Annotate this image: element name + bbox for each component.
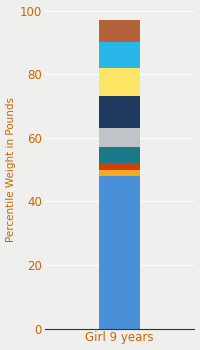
Bar [99,147,140,163]
Bar [99,42,140,68]
Y-axis label: Percentile Weight in Pounds: Percentile Weight in Pounds [6,97,16,242]
Bar [99,163,140,170]
Bar [99,128,140,147]
Bar [99,68,140,97]
Bar [99,170,140,176]
Bar [99,176,140,329]
Bar [99,20,140,42]
Bar [99,97,140,128]
